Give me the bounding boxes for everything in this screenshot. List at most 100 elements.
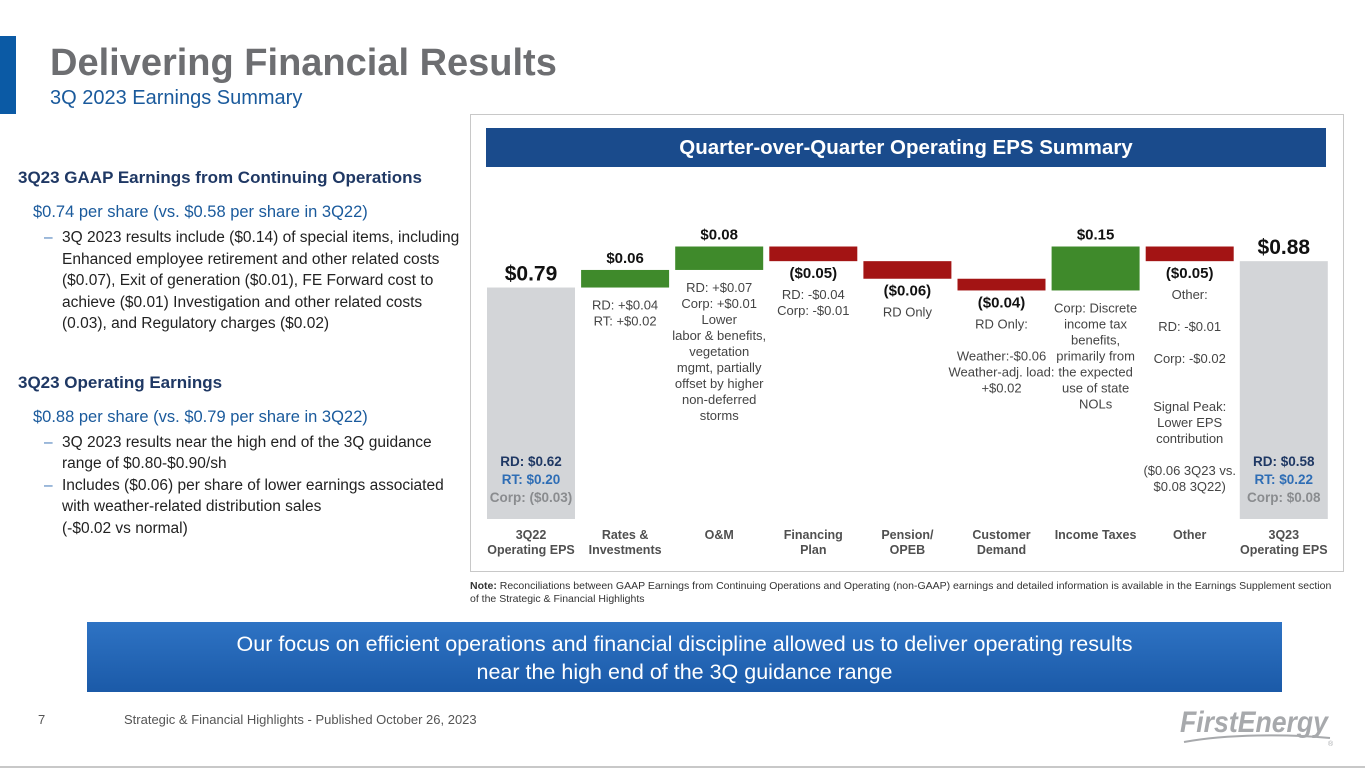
bar-annotation: Lower <box>701 312 737 327</box>
category-tick-label: Demand <box>977 543 1026 557</box>
title-accent-bar <box>0 36 16 114</box>
bar-inside-label: RT: $0.22 <box>1255 472 1314 487</box>
note-label: Note: <box>470 580 497 592</box>
page-number: 7 <box>38 712 46 727</box>
bar-annotation: Weather:-$0.06 <box>957 348 1046 363</box>
operating-bullet-continuation: (-$0.02 vs normal) <box>62 519 188 537</box>
category-tick-label: Rates & <box>602 528 649 542</box>
bar-annotation: +$0.02 <box>981 380 1021 395</box>
bar-annotation: RT: +$0.02 <box>594 314 657 329</box>
gaap-bullet: 3Q 2023 results include ($0.14) of speci… <box>44 227 463 335</box>
gaap-main: $0.74 per share (vs. $0.58 per share in … <box>33 203 368 221</box>
bar-annotation: RD: -$0.04 <box>782 287 845 302</box>
category-tick-label: Customer <box>972 528 1030 542</box>
category-tick-label: Plan <box>800 543 826 557</box>
bar-annotation: contribution <box>1156 431 1223 446</box>
eps-waterfall-chart: $0.79 RD: $0.62 RT: $0.20 Corp: ($0.03) 3Q22… <box>487 227 1328 557</box>
bar-annotation: storms <box>700 408 740 423</box>
footer-text: Strategic & Financial Highlights - Publi… <box>124 712 477 727</box>
operating-heading: 3Q23 Operating Earnings <box>18 372 223 392</box>
category-tick-label: Investments <box>589 543 662 557</box>
bar-inside-label: RD: $0.62 <box>500 454 562 469</box>
bar-annotation: Signal Peak: <box>1153 399 1226 414</box>
bar-annotation: primarily from <box>1056 348 1135 363</box>
bar-value-label: $0.79 <box>505 263 558 286</box>
bar-value-label: ($0.05) <box>1166 265 1214 282</box>
chart-title: Quarter-over-Quarter Operating EPS Summa… <box>486 128 1326 167</box>
category-tick-label: Other <box>1173 528 1206 542</box>
key-message-banner: Our focus on efficient operations and fi… <box>87 622 1282 692</box>
bar-annotation: Corp: -$0.01 <box>777 303 849 318</box>
bar-inside-label: RT: $0.20 <box>502 472 561 487</box>
bar-inside-label: Corp: ($0.03) <box>490 490 573 505</box>
page-subtitle: 3Q 2023 Earnings Summary <box>50 87 303 109</box>
bar-annotation: non-deferred <box>682 392 756 407</box>
bar-value-label: $0.06 <box>606 250 644 267</box>
chart-frame <box>470 114 1344 572</box>
category-tick-label: Pension/ <box>881 528 934 542</box>
title-bold: Financial Results <box>244 42 557 84</box>
bar-annotation: ($0.06 3Q23 vs. <box>1143 463 1236 478</box>
bar-annotation: Corp: Discrete <box>1054 300 1137 315</box>
logo-registered-mark: ® <box>1328 740 1334 748</box>
firstenergy-logo: FirstEnergy ® <box>1180 706 1334 748</box>
waterfall-bar <box>1051 246 1140 291</box>
category-tick-label: Income Taxes <box>1055 528 1137 542</box>
bar-value-label: $0.88 <box>1258 236 1311 259</box>
bar-annotation: RD Only <box>883 305 933 320</box>
gaap-bullets: 3Q 2023 results include ($0.14) of speci… <box>44 227 463 335</box>
operating-main: $0.88 per share (vs. $0.79 per share in … <box>33 407 368 426</box>
category-tick-label: 3Q22 <box>516 528 547 542</box>
bar-value-label: ($0.06) <box>884 283 932 300</box>
waterfall-bar <box>1145 246 1234 262</box>
title-regular: Delivering <box>50 42 245 84</box>
waterfall-bar <box>675 246 764 270</box>
note-text: Reconciliations between GAAP Earnings fr… <box>470 580 1332 605</box>
gaap-heading: 3Q23 GAAP Earnings from Continuing Opera… <box>18 168 422 187</box>
operating-bullet: 3Q 2023 results near the high end of the… <box>44 432 463 475</box>
bar-annotation: $0.08 3Q22) <box>1154 479 1226 494</box>
waterfall-bar <box>957 278 1046 291</box>
bar-annotation: benefits, <box>1071 332 1120 347</box>
bar-value-label: ($0.05) <box>790 265 838 282</box>
bar-annotation: Other: <box>1172 287 1208 302</box>
waterfall-bar <box>581 269 670 288</box>
banner-line-2: near the high end of the 3Q guidance ran… <box>476 660 893 684</box>
category-tick-label: Financing <box>784 528 843 542</box>
bar-value-label: $0.08 <box>700 227 738 244</box>
banner-line-1: Our focus on efficient operations and fi… <box>236 632 1133 656</box>
bottom-rule <box>0 766 1365 768</box>
bar-inside-label: Corp: $0.08 <box>1247 490 1321 505</box>
category-tick-label: Operating EPS <box>1240 543 1328 557</box>
category-tick-label: 3Q23 <box>1269 528 1300 542</box>
bar-annotation: RD: +$0.04 <box>592 298 658 313</box>
bar-annotation: Weather-adj. load: <box>949 364 1055 379</box>
bar-annotation: Corp: +$0.01 <box>681 296 757 311</box>
bar-annotation: income tax <box>1064 316 1127 331</box>
bar-value-label: ($0.04) <box>978 294 1026 311</box>
bar-inside-label: RD: $0.58 <box>1253 454 1315 469</box>
waterfall-bar <box>769 246 858 262</box>
bar-annotation: the expected <box>1058 364 1132 379</box>
bar-annotation: vegetation <box>689 344 749 359</box>
logo-swoosh <box>1183 734 1331 743</box>
bar-annotation: RD Only: <box>975 316 1028 331</box>
operating-bullet: Includes ($0.06) per share of lower earn… <box>44 475 463 518</box>
page-title: Delivering Financial Results <box>50 42 557 85</box>
bar-annotation: offset by higher <box>675 376 764 391</box>
waterfall-bar <box>487 287 575 519</box>
category-tick-label: OPEB <box>890 543 925 557</box>
earnings-summary-panel: 3Q23 GAAP Earnings from Continuing Opera… <box>18 168 463 539</box>
bar-annotation: mgmt, partially <box>677 360 762 375</box>
bar-annotation: NOLs <box>1079 396 1113 411</box>
operating-bullets: 3Q 2023 results near the high end of the… <box>44 432 463 540</box>
bar-value-label: $0.15 <box>1077 227 1115 244</box>
bar-annotation: labor & benefits, <box>672 328 766 343</box>
category-tick-label: O&M <box>705 528 734 542</box>
waterfall-bar <box>1239 261 1328 519</box>
bar-annotation: RD: +$0.07 <box>686 280 752 295</box>
waterfall-bar <box>863 261 952 279</box>
bar-annotation: use of state <box>1062 380 1129 395</box>
chart-note: Note: Reconciliations between GAAP Earni… <box>470 580 1340 606</box>
logo-wordmark: FirstEnergy <box>1180 706 1329 739</box>
